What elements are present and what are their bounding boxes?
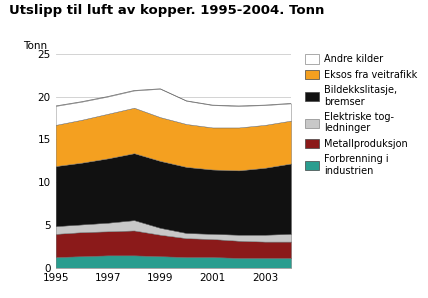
Legend: Andre kilder, Eksos fra veitrafikk, Bildekkslitasje,
bremser, Elektriske tog-
le: Andre kilder, Eksos fra veitrafikk, Bild… — [305, 54, 417, 176]
Text: Utslipp til luft av kopper. 1995-2004. Tonn: Utslipp til luft av kopper. 1995-2004. T… — [9, 4, 324, 18]
Text: Tonn: Tonn — [23, 41, 47, 52]
